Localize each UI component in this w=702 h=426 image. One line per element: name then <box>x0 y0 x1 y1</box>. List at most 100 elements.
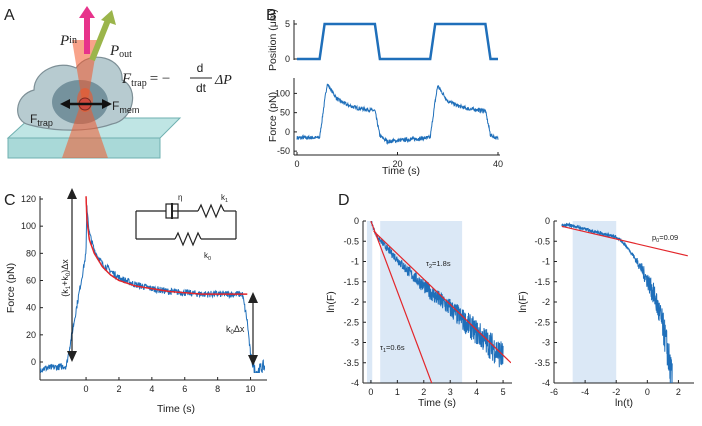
p-out-arrow <box>89 18 111 62</box>
d-right-y-tick-label: -1.5 <box>534 277 550 287</box>
trap-force-equation-lhs: Ftrap = − <box>121 71 170 89</box>
d-right-shaded-regions <box>572 221 617 383</box>
p-in-label: Pin <box>59 33 77 49</box>
d-left-xticks: 0 1 2 3 4 5 <box>368 380 506 397</box>
c-x-tick-label: 10 <box>246 384 256 394</box>
d-left-y-tick-label: -0.5 <box>343 236 359 246</box>
c-amplitude-label: (k1+k0)Δx <box>60 259 72 297</box>
c-amplitude-arrow-top <box>67 188 77 199</box>
b-force-y-tick-label: -50 <box>277 146 290 156</box>
c-y-tick-label: 100 <box>21 221 36 231</box>
p-in-arrow-head <box>79 6 95 18</box>
d-left-x-tick-label: 1 <box>395 387 400 397</box>
d-left-x-tick-label: 4 <box>474 387 479 397</box>
b-xticks: 0 20 40 <box>294 152 503 169</box>
d-left-y-tick-label: -1.5 <box>343 277 359 287</box>
d-left-y-tick-label: -2 <box>351 297 359 307</box>
force-arrow-right-head <box>102 99 112 109</box>
c-y-tick-label: 0 <box>31 357 36 367</box>
c-circuit-inset <box>135 203 237 247</box>
panel-label-a: A <box>4 7 15 24</box>
c-ylabel: Force (pN) <box>5 263 17 313</box>
d-left-tau2-fit-line <box>373 230 511 364</box>
equation-delta-p: ΔP <box>214 73 232 88</box>
b-force-line <box>296 83 499 145</box>
d-left-xlabel: Time (s) <box>418 397 456 409</box>
d-right-x-tick-label: -2 <box>612 387 620 397</box>
d-left-shaded-region <box>366 221 373 383</box>
b-pos-y-tick-label: 0 <box>285 54 290 64</box>
d-right-ylabel: ln(F) <box>517 291 529 313</box>
f-mem-label: Fmem <box>112 99 139 115</box>
d-right-y-tick-label: -3 <box>542 338 550 348</box>
d-left-y-tick-label: -3.5 <box>343 358 359 368</box>
c-y-tick-label: 20 <box>26 330 36 340</box>
d-left-y-tick-label: -3 <box>351 338 359 348</box>
d-left-yticks: 0 -0.5 -1 -1.5 -2 -2.5 -3 -3.5 -4 <box>343 216 366 388</box>
b-pos-yticks: 50 <box>285 19 297 64</box>
d-right-x-tick-label: -6 <box>550 387 558 397</box>
b-force-y-tick-label: 0 <box>285 127 290 137</box>
b-x-tick-label: 20 <box>392 159 402 169</box>
c-y-tick-label: 80 <box>26 248 36 258</box>
c-x-tick-label: 8 <box>215 384 220 394</box>
c-y-tick-label: 40 <box>26 303 36 313</box>
c-amplitude-arrow-bottom <box>67 351 77 362</box>
c-fit-line <box>85 196 248 295</box>
d-left-y-tick-label: 0 <box>354 216 359 226</box>
equation-frac-den: dt <box>196 81 207 95</box>
d-right-y-tick-label: -3.5 <box>534 358 550 368</box>
c-y-tick-label: 120 <box>21 194 36 204</box>
d-left-x-tick-label: 3 <box>448 387 453 397</box>
b-pos-y-tick-label: 5 <box>285 19 290 29</box>
c-eta-label: η <box>178 193 182 202</box>
d-right-x-tick-label: 2 <box>676 387 681 397</box>
d-right-p0-label: p0=0.09 <box>652 233 678 244</box>
equation-frac-num: d <box>197 61 204 75</box>
d-right-y-tick-label: -1 <box>542 257 550 267</box>
d-left-y-tick-label: -1 <box>351 257 359 267</box>
c-x-tick-label: 0 <box>84 384 89 394</box>
b-force-y-tick-label: 50 <box>280 108 290 118</box>
f-trap-cell-label: Ftrap <box>30 112 53 128</box>
d-right-shaded-region <box>572 221 617 383</box>
d-right-y-tick-label: -2.5 <box>534 317 550 327</box>
c-offset-arrow-bottom <box>248 355 258 366</box>
panel-d: D 0 -0.5 -1 -1.5 -2 -2.5 -3 -3.5 -4 0 1 2 3 4 5 ln(F)… <box>325 192 694 409</box>
c-y-tick-label: 60 <box>26 276 36 286</box>
d-left-x-tick-label: 0 <box>368 387 373 397</box>
panel-a: A Pin Pout Ftrap = − d dt ΔP Ftrap Fmem <box>4 6 232 159</box>
b-pos-ylabel: Position (μm) <box>267 9 279 71</box>
d-left-tau2-label: τ2=1.8s <box>426 259 451 270</box>
d-left-ylabel: ln(F) <box>325 291 337 313</box>
d-right-yticks: 0 -0.5 -1 -1.5 -2 -2.5 -3 -3.5 -4 <box>534 216 557 388</box>
d-right-y-tick-label: -0.5 <box>534 236 550 246</box>
d-left-y-tick-label: -2.5 <box>343 317 359 327</box>
b-x-tick-label: 0 <box>294 159 299 169</box>
b-x-tick-label: 40 <box>493 159 503 169</box>
b-force-ylabel: Force (pN) <box>267 92 279 142</box>
panel-label-b: B <box>266 7 277 24</box>
c-k1-label: k1 <box>221 193 228 204</box>
b-force-yticks: 100 50 0 -50 <box>275 88 297 156</box>
c-offset-arrow-top <box>248 292 258 303</box>
panel-c: C 120 100 80 60 40 20 0 0 2 4 6 8 10 Force (pN) Tim… <box>4 188 267 415</box>
d-left-x-tick-label: 5 <box>501 387 506 397</box>
panel-label-d: D <box>338 192 350 209</box>
panel-label-c: C <box>4 192 16 209</box>
c-x-tick-label: 2 <box>116 384 121 394</box>
d-right-trace-line <box>561 221 673 383</box>
d-right-x-tick-label: -4 <box>581 387 589 397</box>
d-right-fit-line <box>561 225 688 257</box>
b-xlabel: Time (s) <box>382 165 420 177</box>
c-trace-line <box>40 205 265 373</box>
d-left-trace-line <box>370 221 504 368</box>
d-left-tau1-label: τ1=0.6s <box>380 343 405 354</box>
d-right-x-tick-label: 0 <box>645 387 650 397</box>
d-left-y-tick-label: -4 <box>351 378 359 388</box>
d-right-xlabel: ln(t) <box>615 397 633 409</box>
d-left-tau1-fit-line <box>370 221 433 383</box>
d-right-y-tick-label: -2 <box>542 297 550 307</box>
